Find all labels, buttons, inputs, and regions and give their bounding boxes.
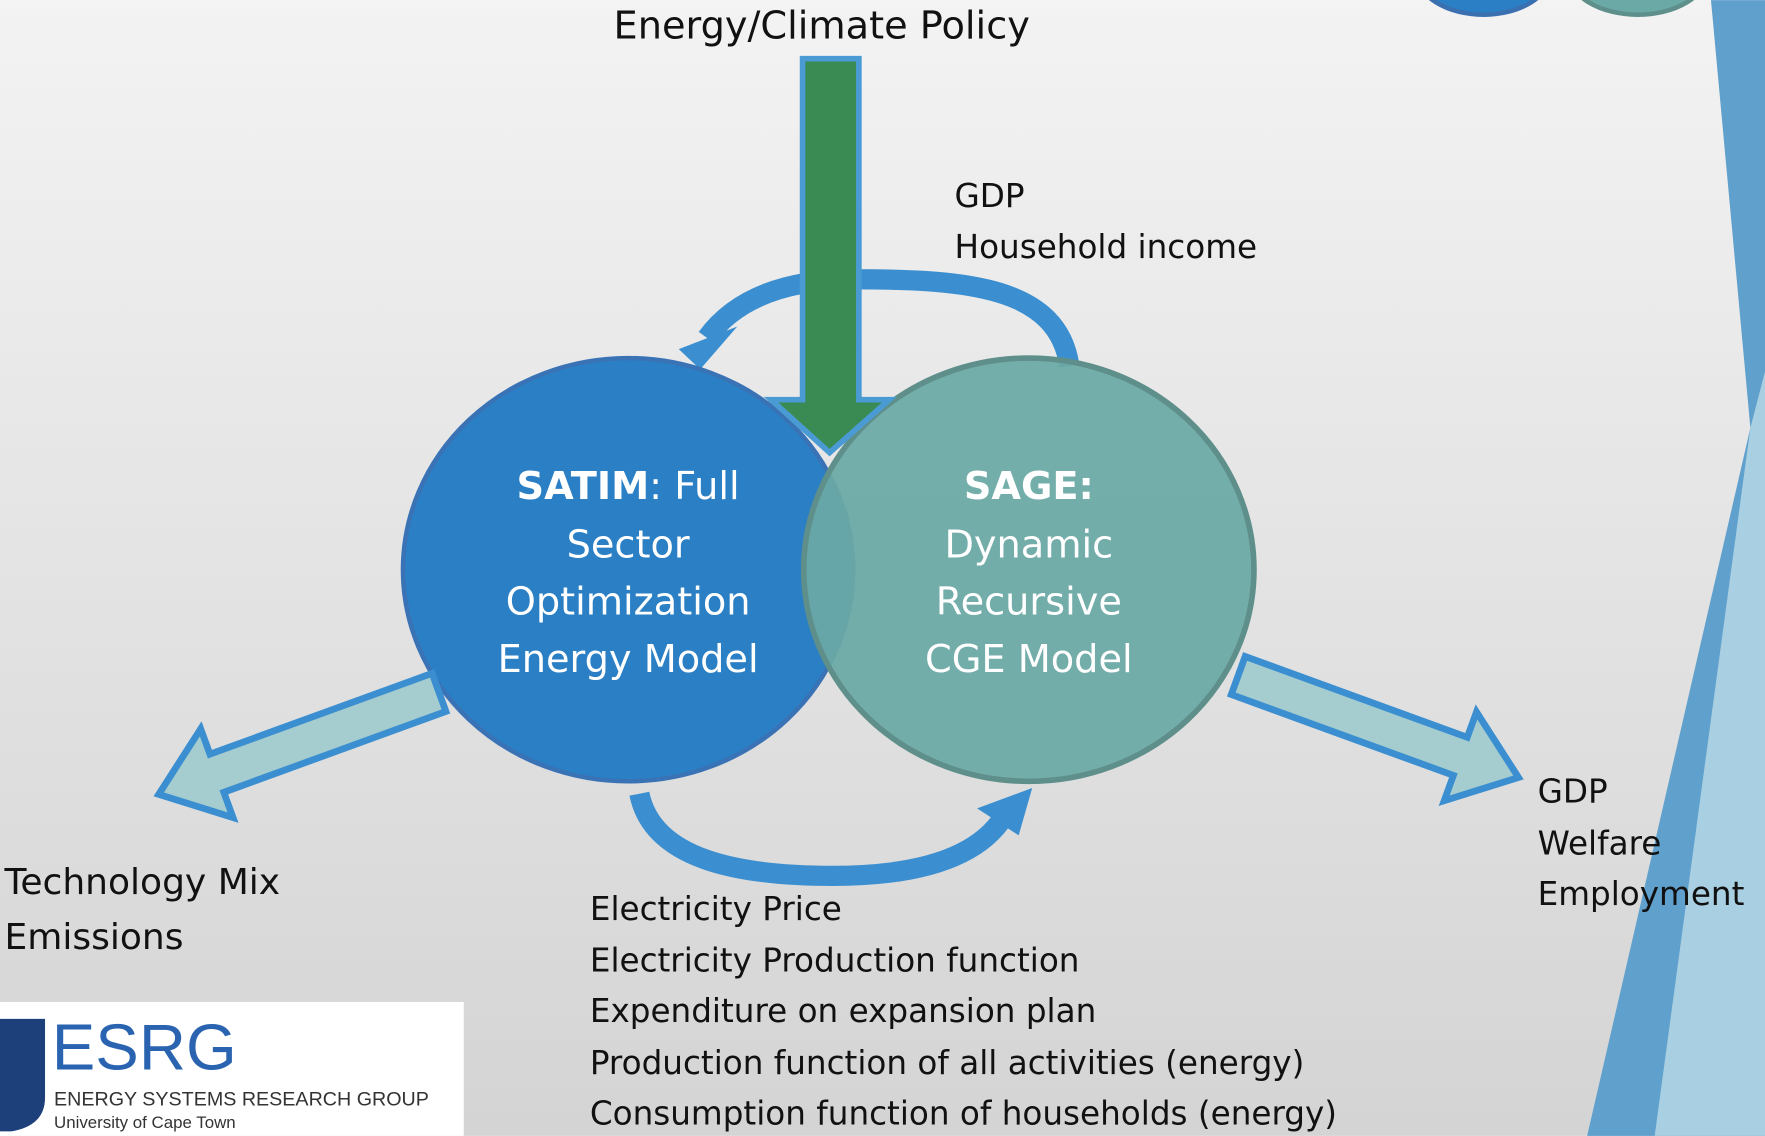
policy-label: Energy/Climate Policy xyxy=(614,3,1030,48)
feedback-label: Consumption function of households (ener… xyxy=(590,1095,1337,1133)
feedback-label: Electricity Production function xyxy=(590,942,1080,980)
node-line: : Full xyxy=(649,464,740,509)
arrow-head xyxy=(977,788,1033,836)
output-label: Emissions xyxy=(5,917,184,958)
node-label: SATIM: Full xyxy=(517,464,740,509)
output-label: Employment xyxy=(1538,875,1745,913)
node-title: SATIM xyxy=(517,464,650,509)
arrow-head xyxy=(678,326,738,370)
node-line: Energy Model xyxy=(498,637,759,682)
node-title: SAGE: xyxy=(964,464,1094,509)
logo-acronym: ESRG xyxy=(52,1010,237,1083)
output-label: GDP xyxy=(1538,773,1608,811)
policy-arrow xyxy=(763,55,897,457)
decor-circle xyxy=(1428,0,1539,17)
sage-node xyxy=(800,355,1257,785)
decor-band-light xyxy=(1654,371,1765,1136)
decor-circle xyxy=(1581,0,1695,17)
feedback-label: Electricity Price xyxy=(590,890,842,928)
node-line: Recursive xyxy=(936,580,1122,625)
output-label: Technology Mix xyxy=(4,862,281,903)
output-arrow-right xyxy=(1226,652,1524,807)
logo-university: University of Cape Town xyxy=(54,1113,236,1132)
node-line: CGE Model xyxy=(925,637,1133,682)
feedback-arrow-bottom xyxy=(629,791,1013,886)
feedback-arrow-top xyxy=(698,269,1080,368)
node-line: Dynamic xyxy=(944,522,1113,567)
logo-name: ENERGY SYSTEMS RESEARCH GROUP xyxy=(54,1088,429,1110)
feedback-label: GDP xyxy=(955,177,1025,215)
feedback-label: Production function of all activities (e… xyxy=(590,1044,1304,1082)
output-label: Welfare xyxy=(1538,824,1662,862)
output-arrow-left xyxy=(153,669,451,823)
logo: ESRG ENERGY SYSTEMS RESEARCH GROUP Unive… xyxy=(0,1001,464,1136)
node-line: Optimization xyxy=(506,580,751,625)
node-line: Sector xyxy=(567,522,690,567)
feedback-label: Expenditure on expansion plan xyxy=(590,992,1096,1030)
feedback-label: Household income xyxy=(955,228,1258,266)
satim-node xyxy=(400,355,856,784)
